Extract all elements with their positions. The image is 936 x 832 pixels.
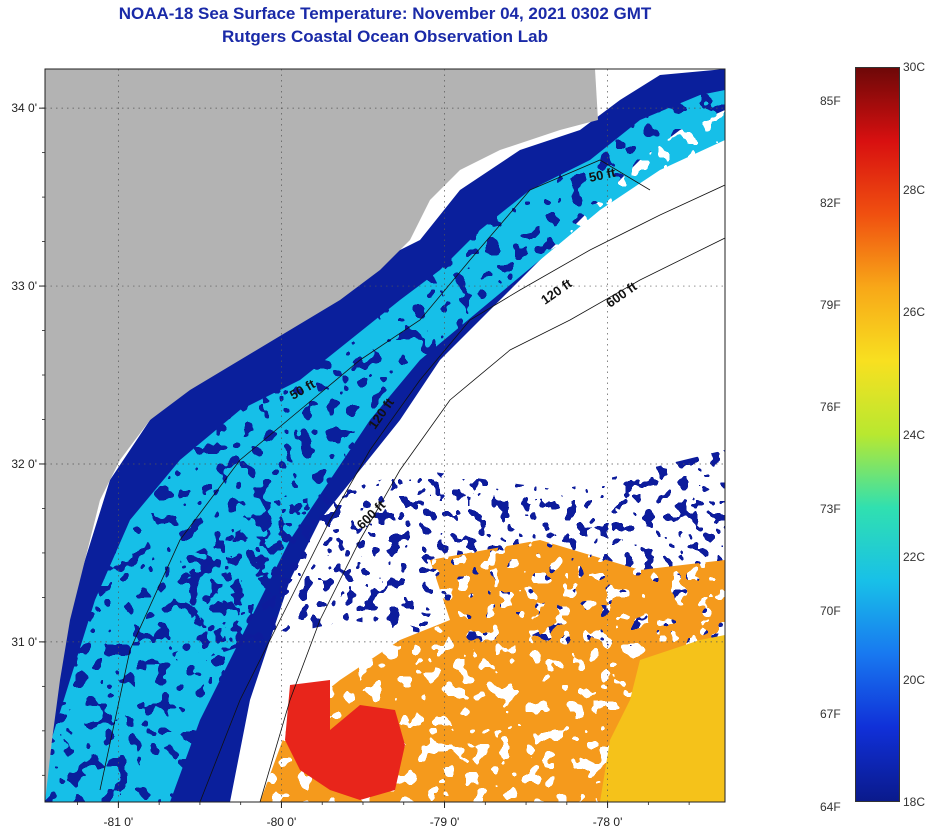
colorbar-fahrenheit-label-6: 67F <box>820 706 841 721</box>
colorbar-celsius-label-2: 26C <box>903 305 926 319</box>
lon-tick-label-0: -81 0' <box>104 815 134 829</box>
colorbar-fahrenheit-label-2: 79F <box>820 298 841 313</box>
colorbar-celsius-label-1: 28C <box>903 182 926 197</box>
colorbar-celsius-label-3: 24C <box>903 427 926 442</box>
lat-tick-label-3: 31 0' <box>11 635 37 649</box>
land-mass <box>45 69 598 802</box>
colorbar-fahrenheit-label-5: 70F <box>820 604 841 619</box>
warm-yellow-water <box>600 635 725 802</box>
lon-tick-label-3: -78 0' <box>593 815 623 829</box>
longitude-ticks: -81 0' -80 0' -79 0' -78 0' <box>77 802 690 829</box>
latitude-ticks: 34 0' 33 0' 32 0' 31 0' <box>11 101 45 776</box>
colorbar-celsius-label-6: 18C <box>903 795 926 809</box>
temperature-colorbar <box>855 67 900 802</box>
colorbar-fahrenheit-label-4: 73F <box>820 502 841 517</box>
lon-tick-label-1: -80 0' <box>267 815 297 829</box>
colorbar-celsius-label-0: 30C <box>903 60 926 74</box>
isobath-120ft <box>199 184 725 802</box>
gulf-stream-hot-core <box>285 680 405 800</box>
isobath-600ft <box>259 237 725 802</box>
lat-tick-label-1: 33 0' <box>11 279 37 293</box>
colorbar-fahrenheit-label-3: 76F <box>820 400 841 415</box>
colorbar-fahrenheit-label-7: 64F <box>820 800 841 814</box>
colorbar-celsius-label-5: 20C <box>903 672 926 687</box>
map-content: 50 ft 120 ft 600 ft 50 ft 120 ft 600 ft <box>45 69 725 802</box>
colorbar-fahrenheit-label-1: 82F <box>820 196 841 211</box>
isobath-label-50ft-north: 50 ft <box>588 165 618 185</box>
map-subtitle: Rutgers Coastal Ocean Observation Lab <box>222 27 548 46</box>
map-title: NOAA-18 Sea Surface Temperature: Novembe… <box>118 4 652 23</box>
colorbar-fahrenheit-label-0: 85F <box>820 94 841 109</box>
map-frame <box>44 68 726 803</box>
isobath-50ft <box>99 159 651 791</box>
lat-tick-label-0: 34 0' <box>11 101 37 115</box>
graticule <box>45 69 725 802</box>
colorbar-celsius-label-4: 22C <box>903 550 926 564</box>
lon-tick-label-2: -79 0' <box>430 815 460 829</box>
lat-tick-label-2: 32 0' <box>11 457 37 471</box>
